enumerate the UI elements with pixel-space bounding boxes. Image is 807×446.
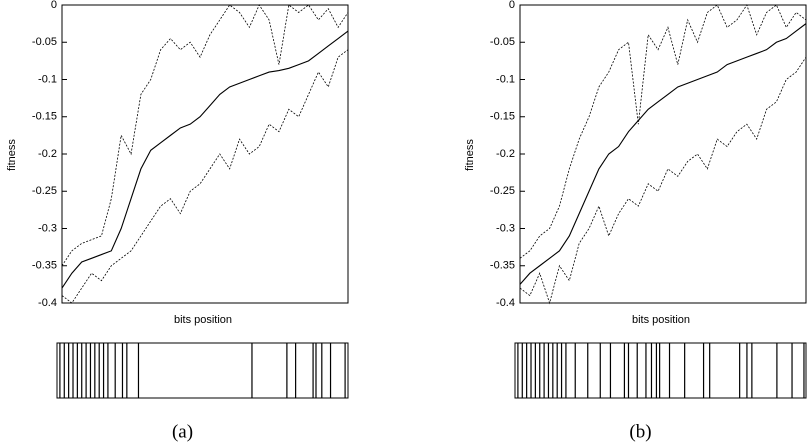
y-tick-label: -0.3: [496, 222, 515, 234]
bit-strip: [514, 342, 807, 399]
caption: (a): [172, 421, 193, 442]
y-tick-label: -0.15: [490, 111, 515, 123]
y-tick-label: -0.25: [490, 185, 515, 197]
series-line: [519, 23, 807, 285]
y-tick-label: -0.3: [38, 222, 57, 234]
series-line: [61, 49, 349, 304]
bit-strip: [56, 342, 349, 399]
y-tick-label: -0.4: [38, 297, 57, 309]
series-line: [61, 30, 349, 289]
series-line: [519, 4, 807, 259]
y-tick-label: -0.15: [32, 111, 57, 123]
x-axis-label: bits position: [632, 314, 690, 326]
y-tick-label: -0.2: [496, 148, 515, 160]
caption: (b): [629, 421, 651, 442]
y-tick-label: 0: [51, 0, 57, 11]
y-tick-label: -0.05: [490, 36, 515, 48]
y-tick-label: -0.2: [38, 148, 57, 160]
y-tick-label: -0.05: [32, 36, 57, 48]
plot-frame: [519, 4, 807, 304]
y-tick-label: -0.1: [38, 73, 57, 85]
plot-frame: [61, 4, 349, 304]
y-axis-label: fitness: [464, 139, 476, 171]
series-line: [519, 56, 807, 305]
series-line: [61, 4, 349, 266]
y-tick-label: -0.4: [496, 297, 515, 309]
y-tick-label: -0.35: [32, 260, 57, 272]
y-tick-label: -0.35: [490, 260, 515, 272]
y-tick-label: 0: [509, 0, 515, 11]
y-tick-label: -0.25: [32, 185, 57, 197]
x-axis-label: bits position: [174, 314, 232, 326]
y-axis-label: fitness: [6, 139, 18, 171]
y-tick-label: -0.1: [496, 73, 515, 85]
